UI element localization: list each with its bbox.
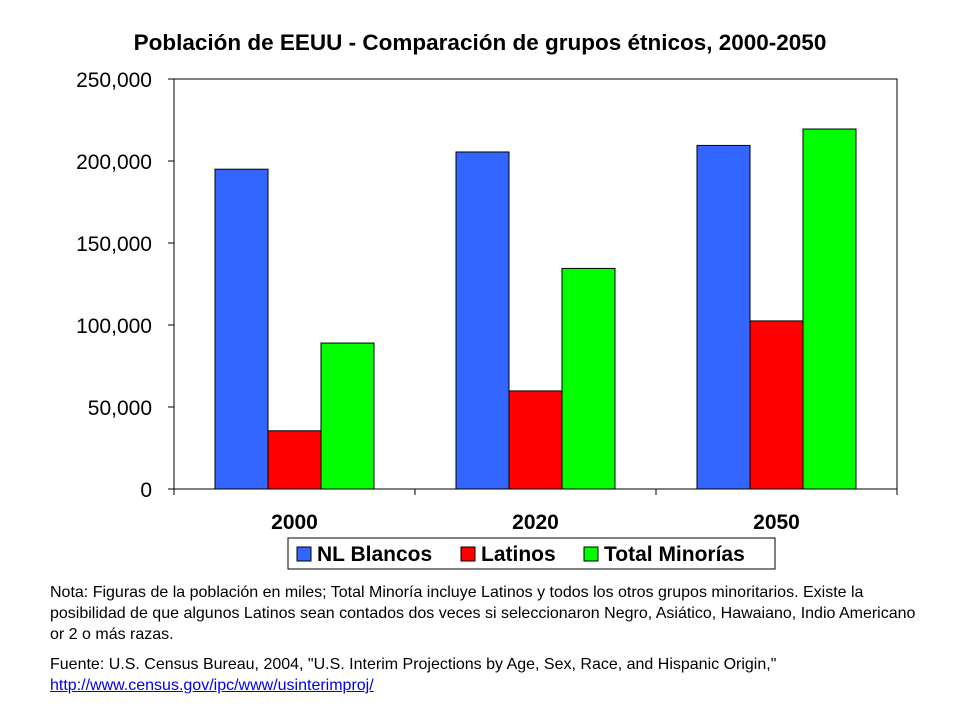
source-text: Fuente: U.S. Census Bureau, 2004, "U.S. … <box>50 654 930 696</box>
legend-label: NL Blancos <box>317 543 432 566</box>
y-tick-label: 200,000 <box>76 151 152 174</box>
legend-swatch-nl-blancos <box>296 546 312 562</box>
legend <box>287 537 776 570</box>
bar-latinos-2050 <box>749 320 804 490</box>
legend-swatch-total-minor-as <box>583 546 599 562</box>
notes-section: Nota: Figuras de la población en miles; … <box>50 582 930 705</box>
bar-total-minor-as-2050 <box>802 128 857 490</box>
x-tick-label: 2050 <box>753 511 800 534</box>
y-tick-label: 250,000 <box>76 69 152 92</box>
legend-label: Latinos <box>481 543 556 566</box>
bar-total-minor-as-2020 <box>561 267 616 490</box>
y-tick-label: 50,000 <box>88 397 152 420</box>
y-tick-label: 100,000 <box>76 315 152 338</box>
source-link[interactable]: http://www.census.gov/ipc/www/usinterimp… <box>50 677 374 694</box>
y-tick-label: 0 <box>140 479 152 502</box>
x-tick-label: 2020 <box>512 511 559 534</box>
legend-swatch-latinos <box>460 546 476 562</box>
x-tick-label: 2000 <box>271 511 318 534</box>
legend-label: Total Minorías <box>604 543 745 566</box>
bar-chart: 0 50,000 100,000 150,000 200,000 250,000 2000 2… <box>76 69 898 570</box>
bar-latinos-2000 <box>267 430 322 490</box>
chart-title: Población de EEUU - Comparación de grupo… <box>133 30 827 55</box>
source-citation: Fuente: U.S. Census Bureau, 2004, "U.S. … <box>50 656 777 673</box>
bar-latinos-2020 <box>508 390 563 490</box>
bar-nl-blancos-2050 <box>696 144 751 490</box>
bar-nl-blancos-2000 <box>214 168 269 490</box>
bar-nl-blancos-2020 <box>455 151 510 490</box>
footnote-text: Nota: Figuras de la población en miles; … <box>50 584 916 643</box>
y-tick-label: 150,000 <box>76 233 152 256</box>
bar-total-minor-as-2000 <box>320 342 375 490</box>
